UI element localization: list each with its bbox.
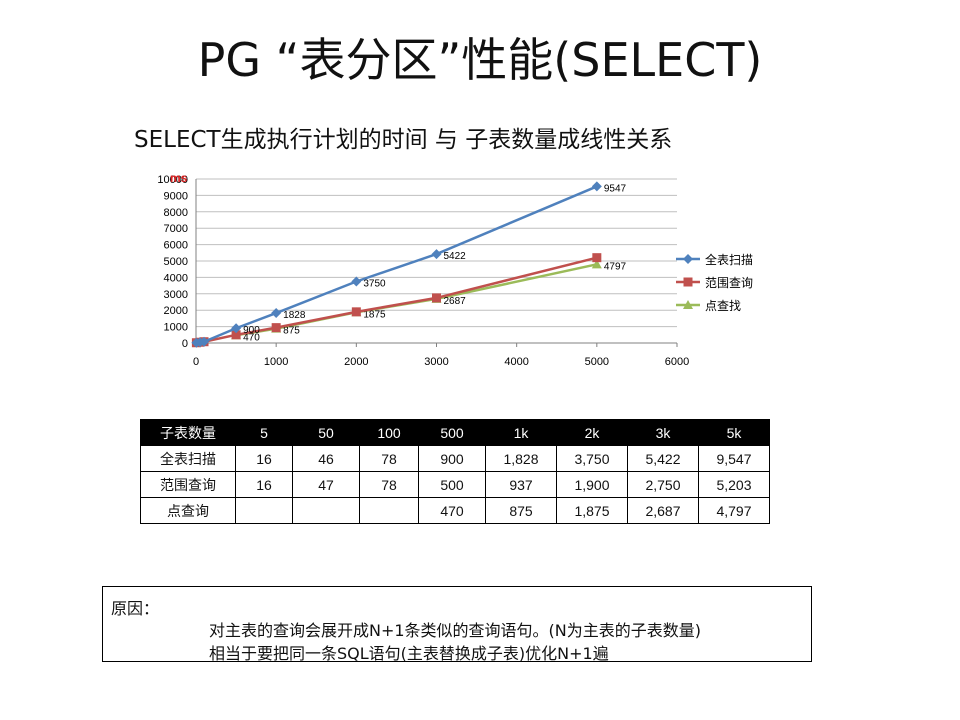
table-header-cell: 3k: [627, 419, 699, 446]
table-header-cell: 5k: [698, 419, 770, 446]
reason-line-2: 相当于要把同一条SQL语句(主表替换成子表)优化N+1遍: [209, 644, 609, 663]
data-label: 4797: [604, 261, 627, 272]
y-tick-label: 9000: [164, 190, 188, 202]
data-label: 900: [243, 325, 260, 336]
legend-marker: [683, 300, 693, 309]
table-cell: 16: [235, 445, 293, 472]
x-tick-label: 6000: [665, 356, 689, 368]
data-point: [351, 276, 362, 287]
table-cell: 16: [235, 471, 293, 498]
data-point: [591, 259, 602, 269]
y-tick-label: 5000: [164, 256, 188, 268]
table-cell: [235, 497, 293, 524]
data-point: [591, 181, 602, 192]
x-tick-label: 4000: [504, 356, 528, 368]
reason-label: 原因：: [111, 599, 160, 618]
table-header-cell: 1k: [485, 419, 557, 446]
table-cell: 2,750: [627, 471, 699, 498]
y-tick-label: 8000: [164, 207, 188, 219]
legend-label: 点查找: [705, 299, 741, 313]
table-header-cell: 100: [359, 419, 419, 446]
reason-line-1: 对主表的查询会展开成N+1条类似的查询语句。(N为主表的子表数量): [209, 621, 702, 640]
data-table: 子表数量 5 50 100 500 1k 2k 3k 5k 全表扫描 16 46 78 900 1,828…: [140, 419, 770, 524]
table-header-cell: 5: [235, 419, 293, 446]
data-point: [351, 307, 361, 317]
table-cell: 900: [418, 445, 486, 472]
table-cell: 1,900: [556, 471, 628, 498]
table-row: 点查询 470 875 1,875 2,687 4,797: [140, 497, 770, 524]
x-tick-label: 5000: [585, 356, 609, 368]
table-row-label: 点查询: [140, 497, 236, 524]
table-cell: 875: [485, 497, 557, 524]
data-point: [431, 249, 442, 260]
table-header-cell: 2k: [556, 419, 628, 446]
data-label: 9547: [604, 183, 627, 194]
data-label: 3750: [363, 279, 386, 290]
table-cell: 9,547: [698, 445, 770, 472]
y-tick-label: 6000: [164, 240, 188, 252]
table-cell: 78: [359, 445, 419, 472]
y-tick-label: 10000: [157, 174, 188, 186]
table-header-row: 子表数量 5 50 100 500 1k 2k 3k 5k: [140, 419, 770, 446]
table-row: 全表扫描 16 46 78 900 1,828 3,750 5,422 9,547: [140, 445, 770, 472]
table-cell: 500: [418, 471, 486, 498]
data-label: 470: [243, 332, 260, 343]
y-tick-label: 4000: [164, 272, 188, 284]
table-row: 范围查询 16 47 78 500 937 1,900 2,750 5,203: [140, 471, 770, 498]
data-point: [271, 308, 282, 319]
unit-label: ms: [170, 171, 188, 185]
series-line: [196, 185, 598, 344]
y-tick-label: 7000: [164, 223, 188, 235]
y-tick-label: 2000: [164, 305, 188, 317]
data-label: 2687: [444, 296, 467, 307]
data-label: 1875: [363, 309, 386, 320]
table-header-cell: 500: [418, 419, 486, 446]
data-point: [592, 253, 602, 263]
y-tick-label: 0: [182, 338, 188, 350]
table-cell: 46: [292, 445, 360, 472]
table-cell: 1,875: [556, 497, 628, 524]
x-tick-label: 0: [193, 356, 199, 368]
table-cell: 4,797: [698, 497, 770, 524]
table-cell: 2,687: [627, 497, 699, 524]
table-row-label: 全表扫描: [140, 445, 236, 472]
table-header-cell: 50: [292, 419, 360, 446]
slide-subtitle: SELECT生成执行计划的时间 与 子表数量成线性关系: [134, 127, 673, 153]
data-label: 875: [283, 326, 300, 337]
y-tick-label: 1000: [164, 322, 188, 334]
slide-title: PG “表分区”性能(SELECT): [197, 33, 763, 87]
table-cell: [359, 497, 419, 524]
x-tick-label: 3000: [424, 356, 448, 368]
table-cell: 47: [292, 471, 360, 498]
table-cell: [292, 497, 360, 524]
reason-box: 原因： 对主表的查询会展开成N+1条类似的查询语句。(N为主表的子表数量) 相当…: [102, 586, 812, 663]
x-tick-label: 1000: [264, 356, 288, 368]
data-label: 5422: [444, 251, 467, 262]
table-cell: 78: [359, 471, 419, 498]
data-label: 1828: [283, 310, 306, 321]
table-cell: 937: [485, 471, 557, 498]
data-point: [432, 293, 441, 303]
table-cell: 5,203: [698, 471, 770, 498]
line-chart: 0100020003000400050006000700080009000100…: [157, 171, 753, 368]
data-point: [199, 336, 210, 347]
table-cell: 3,750: [556, 445, 628, 472]
table-body: 全表扫描 16 46 78 900 1,828 3,750 5,422 9,547 范围查询 16 4…: [140, 445, 770, 524]
legend-label: 全表扫描: [705, 252, 753, 267]
table-cell: 470: [418, 497, 486, 524]
data-point: [231, 323, 242, 334]
table-header-cell: 子表数量: [140, 419, 236, 446]
data-point: [271, 323, 281, 333]
legend-marker: [683, 277, 693, 287]
table-cell: 5,422: [627, 445, 699, 472]
data-point: [231, 330, 241, 340]
legend-marker: [683, 254, 693, 264]
legend-label: 范围查询: [705, 276, 753, 290]
table-row-label: 范围查询: [140, 471, 236, 498]
table-cell: 1,828: [485, 445, 557, 472]
x-tick-label: 2000: [344, 356, 368, 368]
y-tick-label: 3000: [164, 289, 188, 301]
